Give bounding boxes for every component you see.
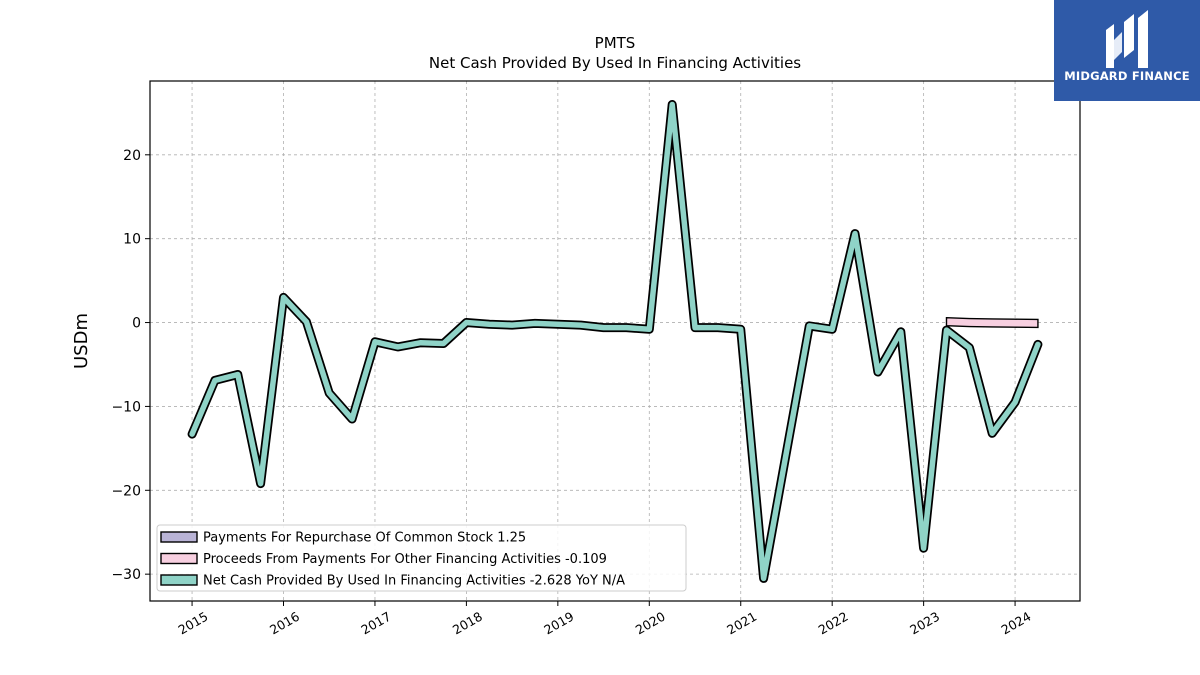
legend-swatch-0 bbox=[160, 531, 198, 543]
x-tick-label: 2024 bbox=[999, 609, 1034, 638]
legend-entry-1: Proceeds From Payments For Other Financi… bbox=[203, 552, 607, 567]
series-proceeds-other-financing bbox=[945, 316, 1039, 329]
x-tick-label: 2019 bbox=[541, 609, 576, 638]
legend-box bbox=[156, 524, 687, 592]
legend: Payments For Repurchase Of Common Stock … bbox=[156, 524, 687, 592]
series-net-cash-financing bbox=[189, 101, 1041, 582]
legend-entry-2: Net Cash Provided By Used In Financing A… bbox=[203, 574, 625, 589]
x-tick-label: 2021 bbox=[724, 609, 759, 638]
y-tick-label: −30 bbox=[111, 567, 141, 583]
y-axis-ticks: 20 10 0 −10 −20 −30 bbox=[111, 148, 150, 583]
legend-swatch-1 bbox=[160, 552, 198, 565]
x-tick-label: 2023 bbox=[907, 609, 942, 638]
grid bbox=[150, 81, 1080, 601]
series-layer bbox=[187, 100, 1043, 583]
y-axis-label: USDm bbox=[71, 313, 92, 369]
y-tick-label: 20 bbox=[123, 148, 141, 164]
x-tick-label: 2018 bbox=[450, 609, 485, 638]
plot-area bbox=[149, 80, 1081, 602]
chart-subtitle: Net Cash Provided By Used In Financing A… bbox=[429, 54, 801, 72]
company-logo: MIDGARD FINANCE bbox=[1054, 0, 1200, 101]
y-tick-label: 10 bbox=[123, 232, 141, 248]
x-tick-label: 2015 bbox=[176, 609, 211, 638]
x-tick-label: 2017 bbox=[358, 609, 393, 638]
x-tick-label: 2020 bbox=[633, 609, 668, 638]
chart-title: PMTS bbox=[595, 34, 636, 52]
y-tick-label: −20 bbox=[111, 483, 141, 499]
x-tick-label: 2016 bbox=[267, 609, 302, 638]
logo-text: MIDGARD FINANCE bbox=[1064, 69, 1190, 83]
y-tick-label: 0 bbox=[132, 316, 141, 332]
y-tick-label: −10 bbox=[111, 399, 141, 415]
legend-entry-0: Payments For Repurchase Of Common Stock … bbox=[203, 531, 526, 546]
legend-swatch-2 bbox=[160, 574, 198, 586]
midgard-logo-icon bbox=[1106, 10, 1148, 68]
x-tick-label: 2022 bbox=[816, 609, 851, 638]
x-axis-ticks: 2015 2016 2017 2018 2019 2020 2021 2022 2023 2024 bbox=[176, 601, 1034, 638]
series-net-cash-outline bbox=[187, 100, 1043, 583]
